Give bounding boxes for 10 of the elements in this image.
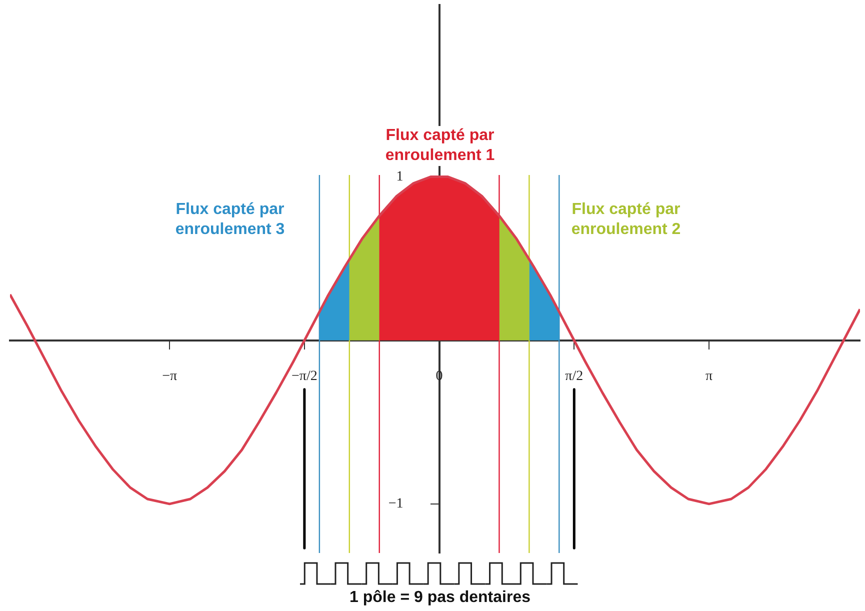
x-tick-label: −π/2: [291, 369, 318, 384]
x-tick-label: −π: [162, 369, 178, 384]
y-tick-label: 1: [396, 169, 404, 184]
annotation: Flux capté par enroulement 1: [383, 126, 497, 166]
annotation: Flux capté par enroulement 2: [569, 200, 683, 240]
y-tick-label: −1: [388, 496, 404, 512]
text: 1 pôle = 9 pas dentaires: [348, 588, 532, 608]
annotation: Flux capté par enroulement 3: [173, 200, 287, 240]
x-tick-label: π/2: [565, 369, 584, 384]
x-tick-label: π: [705, 369, 713, 384]
